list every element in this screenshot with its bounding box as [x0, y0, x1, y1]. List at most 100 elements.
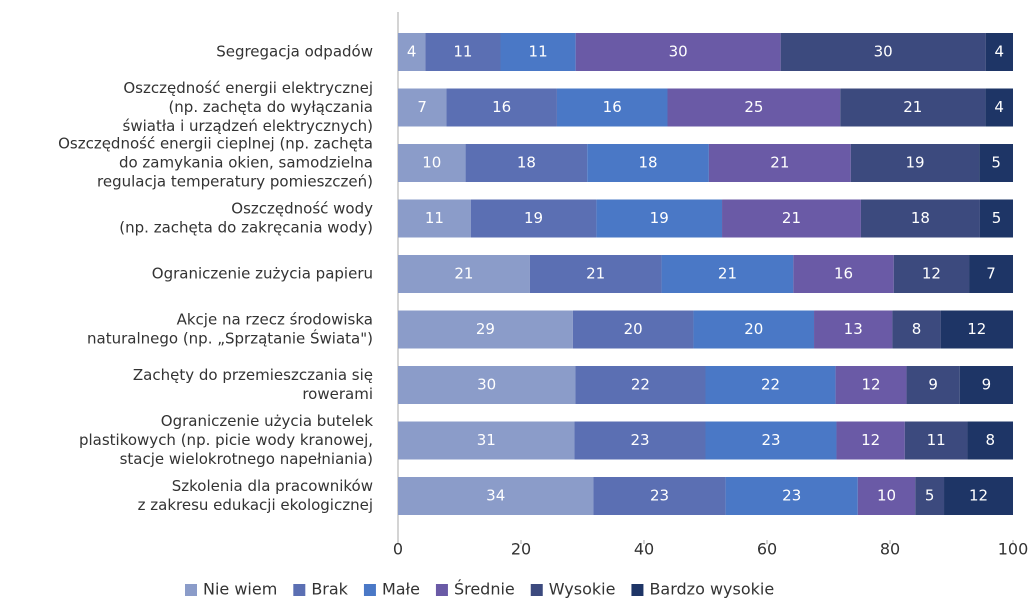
value-label: 23: [630, 431, 649, 449]
bar-segment: [398, 199, 471, 238]
legend-label: Bardzo wysokie: [649, 580, 774, 599]
value-label: 10: [877, 487, 896, 505]
value-label: 7: [986, 265, 996, 283]
value-label: 21: [903, 98, 922, 116]
value-label: 30: [874, 43, 893, 61]
category-label: światła i urządzeń elektrycznych): [123, 117, 373, 135]
legend-label: Nie wiem: [203, 580, 277, 599]
value-label: 11: [453, 43, 472, 61]
value-label: 21: [718, 265, 737, 283]
value-label: 5: [991, 154, 1001, 172]
value-label: 19: [524, 209, 543, 227]
category-label: Szkolenia dla pracowników: [172, 477, 373, 495]
bar-segment: [893, 255, 970, 293]
category-label: plastikowych (np. picie wody kranowej,: [79, 431, 373, 449]
bar-segment: [705, 366, 836, 404]
category-label: do zamykania okien, samodzielna: [119, 154, 373, 172]
value-label: 11: [529, 43, 548, 61]
value-label: 9: [928, 376, 938, 394]
bar-segment: [708, 144, 851, 182]
legend-label: Średnie: [454, 580, 515, 599]
legend-label: Małe: [382, 580, 420, 599]
value-label: 8: [985, 431, 995, 449]
category-label: z zakresu edukacji ekologicznej: [138, 496, 373, 514]
bar-segment: [705, 421, 837, 460]
value-label: 20: [624, 320, 643, 338]
value-label: 18: [517, 154, 536, 172]
bar-segment: [722, 199, 861, 238]
bar-segment: [446, 88, 557, 127]
bar-segment: [470, 199, 597, 238]
value-label: 11: [425, 209, 444, 227]
x-tick-label: 40: [634, 540, 654, 559]
legend-swatch: [631, 584, 644, 596]
category-label: (np. zachęta do zakręcania wody): [119, 219, 373, 237]
bar-segment: [398, 33, 426, 71]
value-label: 9: [982, 376, 992, 394]
value-label: 8: [912, 320, 922, 338]
bar-segment: [425, 33, 501, 71]
category-label: Zachęty do przemieszczania się: [133, 366, 373, 384]
bar-segment: [596, 199, 723, 238]
value-label: 31: [477, 431, 496, 449]
legend-label: Wysokie: [549, 580, 616, 599]
bar-segment: [398, 255, 530, 293]
bar-segment: [575, 366, 706, 404]
x-tick-label: 0: [393, 540, 403, 559]
bar-segment: [944, 477, 1013, 515]
legend-swatch: [435, 584, 448, 596]
bar-segment: [575, 33, 781, 71]
bar-segment: [398, 144, 466, 182]
bar-segment: [593, 477, 726, 515]
bar-segment: [693, 310, 815, 349]
category-label: Ograniczenie użycia butelek: [161, 412, 374, 430]
bar-segment: [725, 477, 858, 515]
bar-segment: [398, 310, 573, 349]
bar-segment: [398, 421, 575, 460]
value-label: 16: [603, 98, 622, 116]
value-label: 22: [761, 376, 780, 394]
bar-segment: [979, 199, 1013, 238]
bar-segment: [979, 144, 1013, 182]
value-label: 5: [925, 487, 935, 505]
value-label: 21: [586, 265, 605, 283]
bar-segment: [835, 366, 907, 404]
value-label: 4: [995, 43, 1005, 61]
x-tick-label: 80: [880, 540, 900, 559]
bar-segment: [398, 88, 447, 127]
value-label: 22: [631, 376, 650, 394]
value-label: 30: [477, 376, 496, 394]
value-label: 21: [782, 209, 801, 227]
value-label: 19: [905, 154, 924, 172]
value-label: 34: [486, 487, 505, 505]
bar-segment: [906, 366, 960, 404]
category-label: naturalnego (np. „Sprzątanie Świata"): [87, 329, 373, 348]
value-label: 25: [744, 98, 763, 116]
legend-swatch: [293, 584, 306, 596]
bar-segment: [840, 88, 986, 127]
bar-segment: [574, 421, 706, 460]
value-label: 16: [492, 98, 511, 116]
value-label: 18: [639, 154, 658, 172]
bar-segment: [667, 88, 841, 127]
category-label: rowerami: [302, 385, 373, 403]
bar-segment: [940, 310, 1013, 349]
value-label: 21: [770, 154, 789, 172]
bar-segment: [572, 310, 694, 349]
bar-segment: [850, 144, 980, 182]
bar-segment: [967, 421, 1013, 460]
bar-segment: [500, 33, 576, 71]
x-tick-label: 20: [511, 540, 531, 559]
category-label: Oszczędność energii cieplnej (np. zachęt…: [58, 135, 373, 153]
value-label: 4: [407, 43, 417, 61]
bar-segment: [780, 33, 986, 71]
bar-segment: [793, 255, 894, 293]
legend-label: Brak: [311, 580, 348, 599]
category-label: Oszczędność wody: [231, 200, 373, 218]
bar-segment: [836, 421, 905, 460]
bar-segment: [904, 421, 968, 460]
legend-swatch: [185, 584, 197, 596]
value-label: 13: [844, 320, 863, 338]
category-label: Akcje na rzecz środowiska: [177, 311, 373, 329]
